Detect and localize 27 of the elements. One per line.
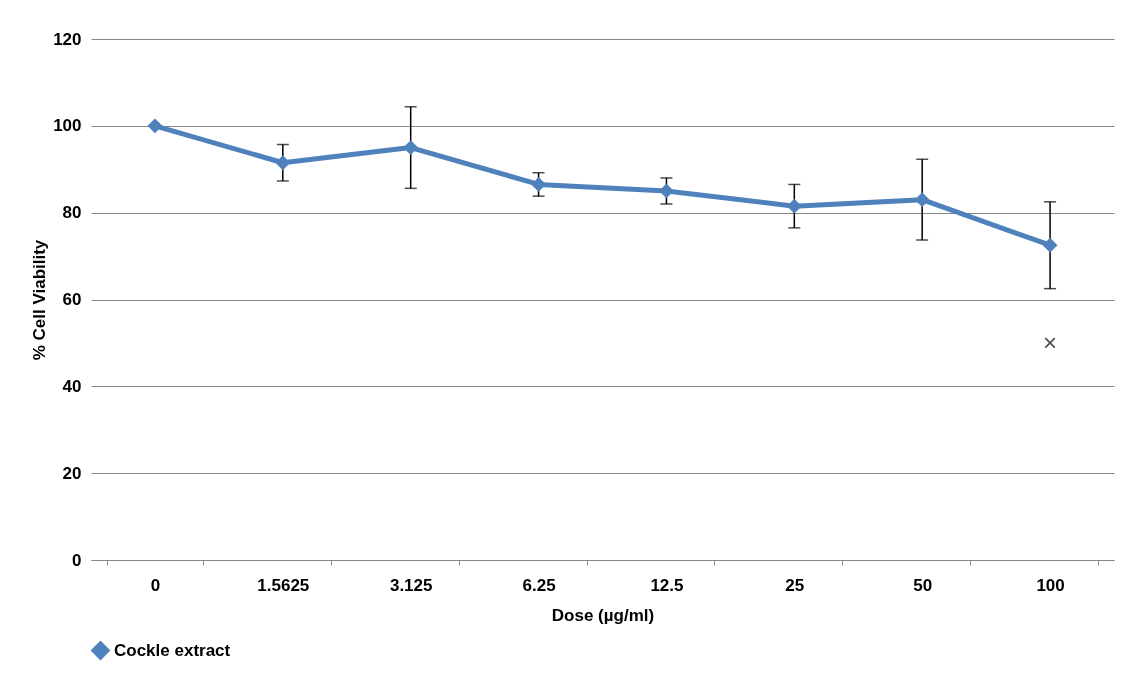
x-tick-label: 100 (1036, 575, 1065, 595)
x-tick-label: 0 (150, 575, 161, 595)
x-tick-label: 3.125 (389, 575, 433, 595)
y-axis-title: % Cell Viability (30, 239, 50, 361)
x-axis-title: Dose (µg/ml) (551, 605, 655, 625)
y-tick-label: 120 (53, 29, 82, 49)
point (275, 155, 291, 171)
x-tick-label: 6.25 (522, 575, 556, 595)
point (659, 183, 674, 199)
y-tick-label: 100 (53, 116, 82, 136)
y-tick-label: 40 (62, 376, 82, 396)
x-tick-label: 50 (913, 575, 933, 595)
y-tick-label: 0 (72, 550, 82, 570)
point (531, 177, 546, 192)
point (147, 118, 163, 134)
x-tick-label: 1.5625 (257, 575, 310, 595)
point (1042, 237, 1058, 253)
point (1044, 337, 1056, 349)
y-tick-label: 80 (62, 203, 82, 223)
legend-label: Cockle extract (114, 640, 231, 660)
point (914, 192, 930, 208)
y-tick-label: 20 (62, 463, 82, 483)
point (403, 140, 419, 155)
y-tick-label: 60 (62, 290, 82, 309)
x-tick-label: 25 (785, 575, 805, 595)
point (786, 198, 802, 214)
x-tick-label: 12.5 (650, 575, 684, 595)
